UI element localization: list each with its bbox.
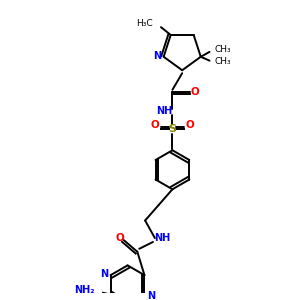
Text: CH₃: CH₃ bbox=[214, 45, 231, 54]
Text: O: O bbox=[151, 120, 159, 130]
Text: N: N bbox=[153, 51, 161, 61]
Text: O: O bbox=[190, 87, 199, 97]
Text: NH: NH bbox=[157, 106, 173, 116]
Text: S: S bbox=[168, 124, 176, 134]
Text: O: O bbox=[186, 120, 194, 130]
Text: O: O bbox=[116, 233, 124, 243]
Text: NH: NH bbox=[154, 233, 171, 243]
Text: CH₃: CH₃ bbox=[214, 57, 231, 66]
Text: N: N bbox=[147, 291, 155, 300]
Text: N: N bbox=[100, 269, 108, 279]
Text: NH₂: NH₂ bbox=[75, 285, 95, 295]
Text: H₃C: H₃C bbox=[136, 19, 153, 28]
